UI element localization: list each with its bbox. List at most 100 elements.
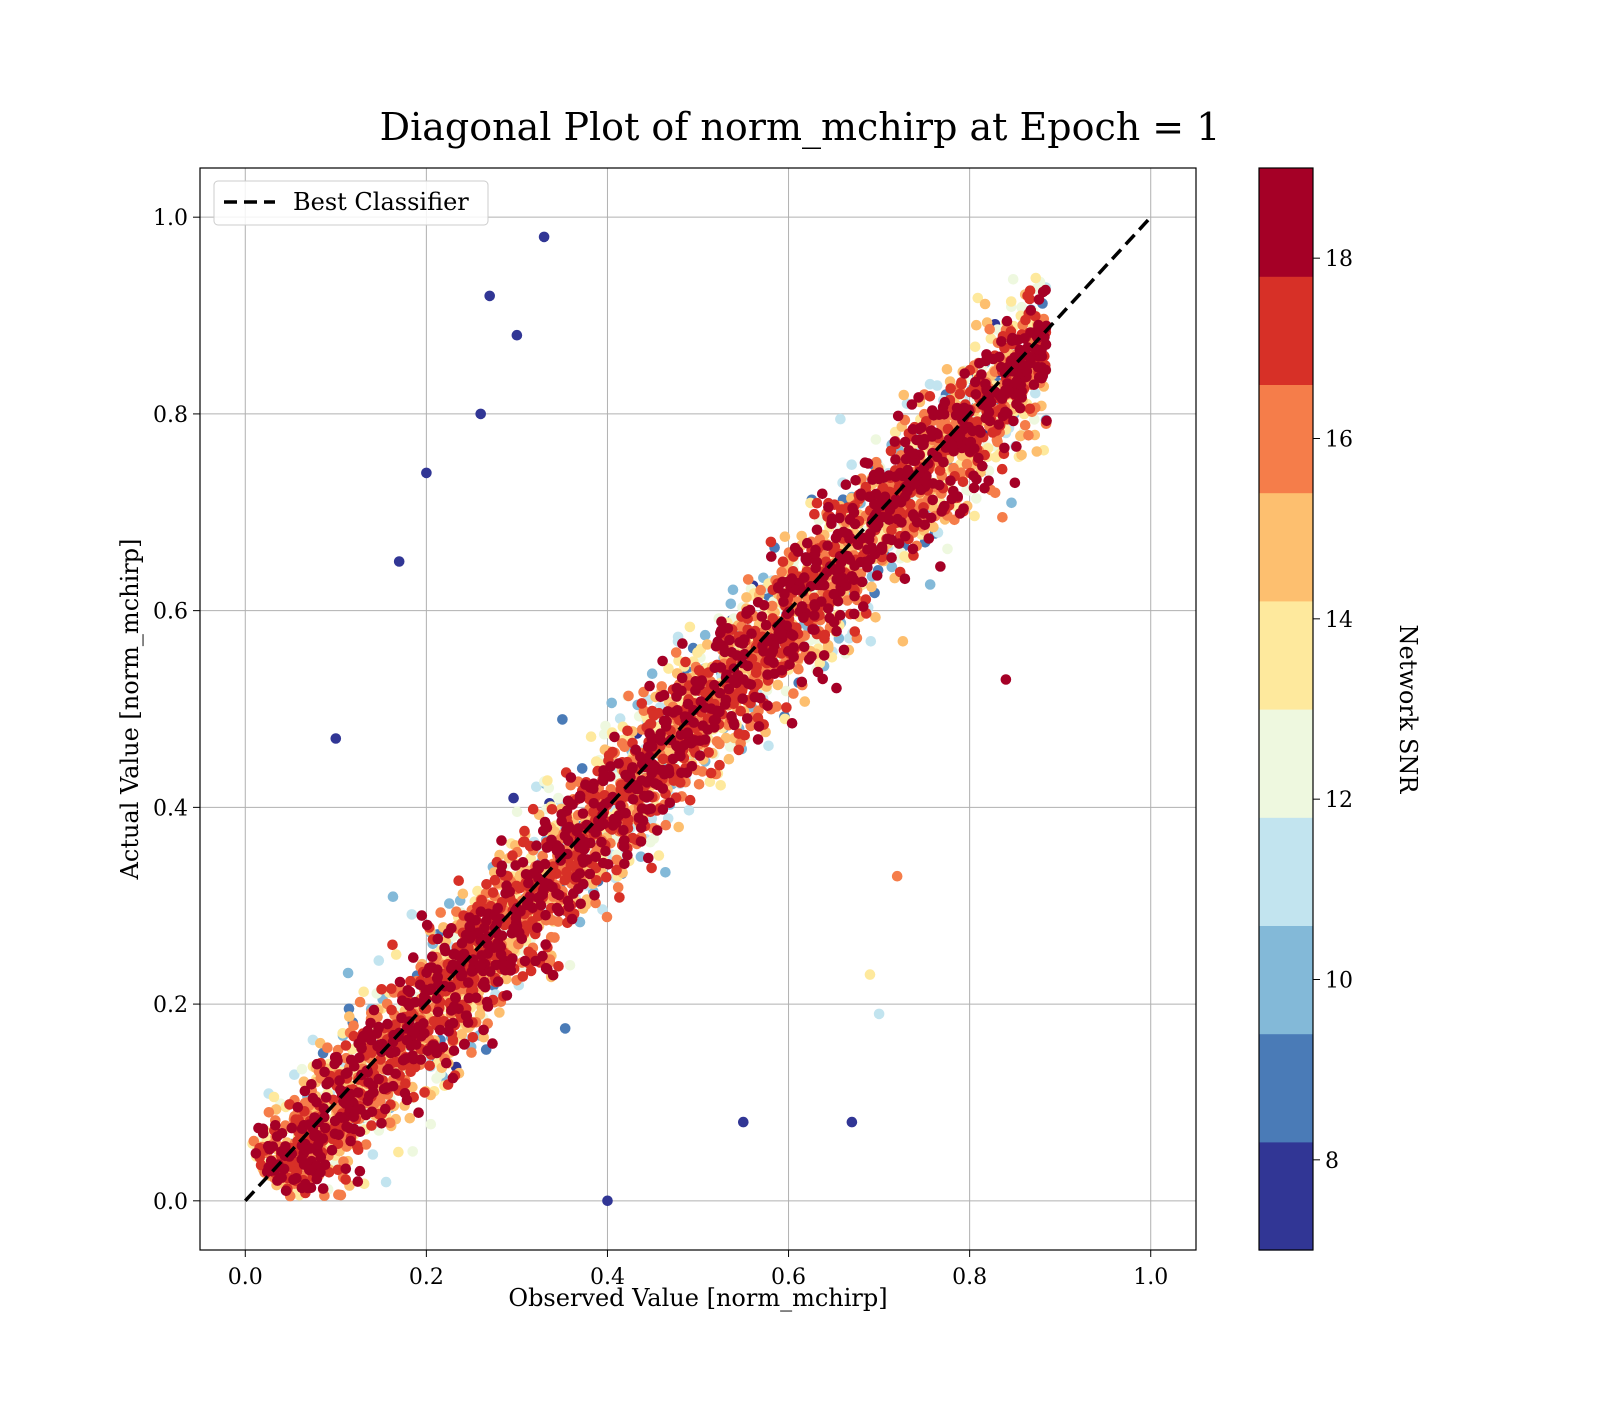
scatter-point xyxy=(311,1173,323,1185)
scatter-point xyxy=(1025,305,1037,316)
scatter-point xyxy=(481,879,492,890)
scatter-point xyxy=(566,913,578,925)
scatter-point xyxy=(406,909,418,920)
scatter-point xyxy=(724,634,735,646)
scatter-point xyxy=(817,488,828,500)
scatter-point xyxy=(646,862,657,874)
scatter-point xyxy=(870,434,882,445)
scatter-point xyxy=(474,961,486,972)
scatter-point xyxy=(461,1010,473,1021)
scatter-point xyxy=(501,990,513,1001)
scatter-point xyxy=(332,1164,344,1176)
scatter-point xyxy=(311,1058,323,1070)
scatter-point xyxy=(363,1030,374,1042)
best-classifier-line xyxy=(243,215,1153,1203)
scatter-point xyxy=(464,921,476,932)
scatter-point xyxy=(545,931,557,943)
scatter-point xyxy=(296,1063,308,1075)
scatter-point xyxy=(899,436,911,448)
scatter-point xyxy=(905,498,916,510)
scatter-point xyxy=(874,467,885,478)
scatter-point xyxy=(779,531,791,542)
scatter-point xyxy=(292,1102,304,1113)
scatter-point xyxy=(588,806,599,818)
scatter-point xyxy=(405,1066,417,1078)
scatter-point xyxy=(760,619,772,631)
scatter-point xyxy=(846,1116,858,1128)
scatter-point xyxy=(631,783,642,795)
scatter-point xyxy=(384,1117,396,1129)
colorbar-bin xyxy=(1259,1141,1313,1251)
scatter-point xyxy=(390,949,402,960)
scatter-point xyxy=(354,1052,365,1064)
scatter-point xyxy=(1041,415,1052,427)
scatter-point xyxy=(873,1008,885,1020)
scatter-point xyxy=(352,1104,363,1115)
y-tick-label: 0.2 xyxy=(153,993,188,1018)
scatter-point xyxy=(942,543,953,555)
scatter-point xyxy=(981,385,992,396)
y-tick-layer: 0.00.20.40.60.81.0 xyxy=(153,206,200,1215)
x-tick-label: 0.6 xyxy=(771,1265,806,1290)
scatter-point xyxy=(591,875,602,886)
scatter-point xyxy=(741,592,752,603)
scatter-point xyxy=(762,700,773,711)
colorbar-bin xyxy=(1259,600,1313,710)
scatter-point xyxy=(831,625,842,637)
scatter-point xyxy=(505,958,516,970)
scatter-point xyxy=(714,738,725,750)
scatter-point xyxy=(1019,333,1030,344)
scatter-point xyxy=(714,759,725,771)
scatter-point xyxy=(578,844,590,855)
scatter-point xyxy=(720,694,732,706)
scatter-point xyxy=(557,714,568,725)
scatter-point xyxy=(668,707,679,718)
scatter-point xyxy=(373,955,385,966)
scatter-point xyxy=(1033,372,1045,383)
scatter-point xyxy=(623,690,634,702)
scatter-point xyxy=(727,584,739,596)
scatter-point xyxy=(482,1001,494,1012)
scatter-point xyxy=(547,969,559,981)
scatter-point xyxy=(787,630,799,641)
scatter-point xyxy=(864,969,876,980)
y-tick-label: 0.8 xyxy=(153,403,188,428)
scatter-point xyxy=(447,1017,459,1029)
scatter-point xyxy=(999,442,1010,454)
scatter-point xyxy=(842,528,853,540)
scatter-point xyxy=(655,691,666,703)
scatter-point xyxy=(492,941,504,953)
scatter-point xyxy=(1011,441,1022,452)
scatter-point xyxy=(606,697,617,709)
scatter-point xyxy=(838,644,850,656)
scatter-point xyxy=(367,1087,379,1098)
scatter-point xyxy=(956,377,967,388)
scatter-point xyxy=(1020,314,1031,326)
legend: Best Classifier xyxy=(213,180,489,226)
scatter-point xyxy=(725,598,737,610)
scatter-point xyxy=(472,885,483,897)
scatter-point xyxy=(702,639,713,650)
scatter-point xyxy=(909,448,920,460)
scatter-point xyxy=(886,524,897,536)
scatter-point xyxy=(540,962,552,974)
scatter-point xyxy=(1005,296,1017,307)
scatter-point xyxy=(432,933,444,945)
scatter-point xyxy=(546,834,557,846)
scatter-point xyxy=(935,561,946,572)
scatter-point xyxy=(511,806,523,818)
colorbar-tick-label: 14 xyxy=(1325,608,1353,633)
scatter-point xyxy=(481,915,492,927)
colorbar-tick-label: 16 xyxy=(1325,428,1353,453)
scatter-point xyxy=(565,860,577,871)
scatter-point xyxy=(352,1176,364,1187)
scatter-point xyxy=(521,899,533,911)
scatter-point xyxy=(340,1068,352,1079)
scatter-point xyxy=(799,696,811,707)
scatter-point xyxy=(434,1024,446,1036)
scatter-point xyxy=(431,972,443,984)
scatter-point xyxy=(368,1004,380,1016)
scatter-point xyxy=(475,906,487,917)
scatter-point xyxy=(862,458,874,469)
scatter-point xyxy=(455,970,467,982)
